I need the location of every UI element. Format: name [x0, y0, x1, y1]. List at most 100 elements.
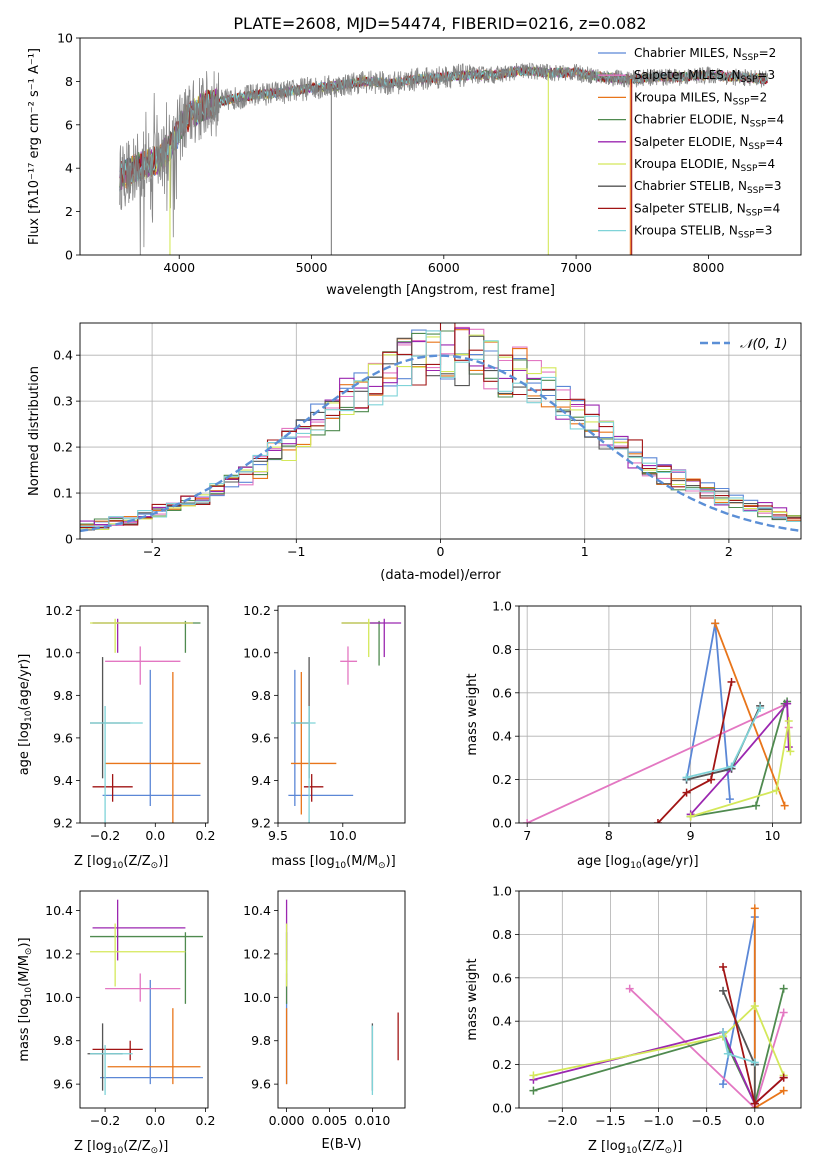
residuals-plot-area — [80, 323, 801, 533]
y-tick-label: 9.6 — [251, 730, 271, 745]
legend-entry-part: =4 — [765, 135, 783, 149]
x-tick-label: 0.000 — [269, 1113, 305, 1128]
y-tick-label: 9.6 — [53, 1077, 73, 1092]
residual-histogram — [80, 330, 801, 527]
legend-entry-part: SSP — [750, 120, 767, 130]
legend-entry-part: =2 — [759, 46, 777, 60]
x-axis-label-part: )] — [386, 854, 396, 869]
y-tick-label: 1.0 — [492, 884, 512, 899]
axes-frame — [79, 322, 802, 540]
mass-weight-line — [753, 908, 785, 1108]
mass-weight-line — [533, 1004, 785, 1077]
x-axis-label-part: 10 — [335, 861, 347, 871]
y-axis-label: age [log10(age/yr)] — [17, 654, 34, 776]
legend-entry-part: Kroupa ELODIE, N — [634, 157, 741, 171]
mass-weight-line — [690, 720, 792, 818]
y-tick-label: 10.0 — [45, 990, 73, 1005]
x-tick-label: 0.2 — [196, 1113, 216, 1128]
axes-frame — [277, 890, 406, 1109]
x-axis-label-part: (Z/Z — [637, 1139, 664, 1154]
legend-entry-part: Salpeter MILES, N — [634, 68, 741, 82]
y-axis-label: Normed distribution — [27, 366, 42, 496]
x-tick-label: 8 — [605, 828, 613, 843]
x-tick-label: 0.2 — [196, 828, 216, 843]
x-tick-label: −2.0 — [547, 1113, 577, 1128]
residuals-panel: −2 −1 0 1 2 0 0.1 0.2 0.3 0.4 (data-model)/error No… — [27, 322, 802, 583]
x-axis-label-part: )] — [672, 1139, 682, 1154]
y-tick-label: 9.6 — [53, 730, 73, 745]
residuals-legend: 𝒩(0, 1) — [700, 337, 787, 352]
weight_vs_age-plot-area — [523, 619, 795, 823]
x-axis-label-part: 10 — [112, 861, 124, 871]
x-tick-label: 0.005 — [312, 1113, 348, 1128]
axes-frame — [518, 890, 802, 1109]
y-tick-label: 9.8 — [53, 688, 73, 703]
legend-entry-part: SSP — [746, 208, 763, 218]
x-tick-label: −1 — [287, 544, 305, 559]
x-axis-label-part: ⊙ — [378, 861, 386, 871]
x-tick-label: 1 — [581, 544, 589, 559]
mass_vs_ebv-panel: 0.000 0.005 0.010 9.6 9.8 10.0 10.2 10.4 E(B-V) — [243, 890, 406, 1152]
x-axis-label-part: mass [log — [272, 854, 335, 869]
y-tick-label: 9.2 — [251, 816, 271, 831]
x-tick-label: −1.0 — [643, 1113, 673, 1128]
axes-frame — [79, 890, 209, 1109]
y-tick-label: 0 — [65, 532, 73, 547]
y-tick-label: 10.0 — [243, 645, 271, 660]
x-axis-label: age [log10(age/yr)] — [577, 854, 699, 871]
y-tick-label: 10.0 — [243, 990, 271, 1005]
mass-weight-line — [685, 623, 731, 800]
y-tick-label: 9.8 — [251, 1033, 271, 1048]
x-axis-label-part: )] — [158, 1139, 168, 1154]
axes-frame — [79, 605, 209, 824]
y-tick-label: 9.2 — [53, 816, 73, 831]
x-axis-label: Z [log10(Z/Z⊙)] — [74, 854, 168, 871]
x-tick-label: −1.5 — [595, 1113, 625, 1128]
y-tick-label: 0.2 — [492, 772, 512, 787]
legend-entry: Kroupa MILES, NSSP=2 — [634, 90, 767, 107]
y-axis-label: mass weight — [465, 673, 480, 755]
y-axis-label-part: 10 — [24, 710, 34, 722]
y-tick-label: 0.3 — [53, 394, 73, 409]
mass-weight-line — [690, 700, 788, 818]
y-tick-label: 10.4 — [45, 903, 73, 918]
mass-weight-line — [629, 987, 785, 1108]
x-tick-label: 9.5 — [268, 828, 288, 843]
legend-entry-part: SSP — [747, 186, 764, 196]
figure-title: PLATE=2608, MJD=54474, FIBERID=0216, z=0… — [233, 14, 646, 33]
y-tick-label: 0 — [65, 248, 73, 263]
legend-entry: Chabrier MILES, NSSP=2 — [634, 46, 776, 63]
y-tick-label: 8 — [65, 74, 73, 89]
x-tick-label: 7000 — [560, 260, 592, 275]
legend-entry-part: =4 — [763, 201, 781, 215]
x-tick-label: −0.2 — [90, 828, 120, 843]
y-tick-label: 6 — [65, 117, 73, 132]
legend-entry-part: Chabrier ELODIE, N — [634, 113, 750, 127]
legend-entry: Kroupa STELIB, NSSP=3 — [634, 224, 772, 241]
legend-entry: Salpeter ELODIE, NSSP=4 — [634, 135, 783, 152]
spectrum-plot-area — [119, 62, 769, 255]
x-axis-label-part: ⊙ — [665, 1146, 673, 1156]
mass-weight-line — [714, 623, 786, 806]
x-axis-label: Z [log10(Z/Z⊙)] — [588, 1139, 682, 1156]
x-tick-label: 2 — [725, 544, 733, 559]
mass-weight-line — [657, 681, 733, 823]
y-tick-label: 9.8 — [53, 1033, 73, 1048]
x-tick-label: −0.5 — [691, 1113, 721, 1128]
x-axis-label-part: Z [log — [74, 854, 112, 869]
x-axis-label: Z [log10(Z/Z⊙)] — [74, 1139, 168, 1156]
y-tick-label: 0.8 — [492, 927, 512, 942]
x-axis-label-part: Z [log — [74, 1139, 112, 1154]
x-tick-label: 0.010 — [354, 1113, 390, 1128]
legend-entry: Chabrier STELIB, NSSP=3 — [634, 179, 782, 196]
x-axis-label-part: 10 — [626, 1146, 638, 1156]
legend-entry-part: SSP — [741, 75, 758, 85]
legend-entry-part: SSP — [742, 53, 759, 63]
x-axis-label-part: 10 — [112, 1146, 124, 1156]
legend-entry-part: SSP — [748, 142, 765, 152]
y-tick-label: 0.0 — [492, 1101, 512, 1116]
legend-entry-part: =3 — [755, 224, 773, 238]
mass_vs_Z-panel: −0.2 0.0 0.29.69.810.010.210.4Z [log10(Z/Z… — [17, 890, 216, 1156]
y-tick-label: 0.4 — [492, 729, 512, 744]
y-tick-label: 1.0 — [492, 599, 512, 614]
